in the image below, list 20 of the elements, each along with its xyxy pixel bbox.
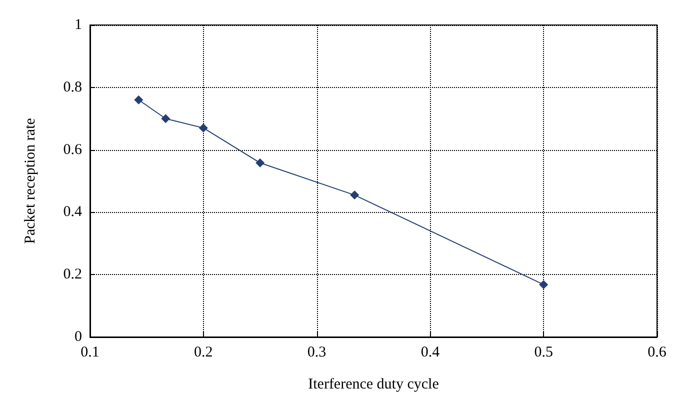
- point: [256, 158, 265, 168]
- y-tick-label: 0.6: [63, 142, 82, 158]
- y-tick-label: 0.8: [63, 79, 82, 96]
- x-tick-label: 0.3: [307, 344, 326, 360]
- x-tick-label: 0.4: [420, 344, 440, 360]
- y-tick-label: 1: [74, 17, 82, 33]
- y-tick-label: 0.2: [63, 266, 82, 283]
- y-axis-title: Packet reception rate: [22, 118, 38, 244]
- x-tick-label: 0.2: [194, 344, 213, 360]
- x-tick-label: 0.5: [534, 344, 553, 360]
- x-axis-title: Iterference duty cycle: [308, 376, 440, 392]
- point: [161, 114, 170, 124]
- point: [350, 190, 360, 200]
- y-tick-label: 0: [74, 329, 82, 345]
- point: [198, 123, 208, 132]
- y-tick-label: 0.4: [63, 204, 82, 220]
- x-tick-label: 0.6: [648, 344, 667, 360]
- x-tick-label: 0.1: [80, 344, 100, 360]
- point: [134, 95, 144, 104]
- point: [539, 280, 548, 290]
